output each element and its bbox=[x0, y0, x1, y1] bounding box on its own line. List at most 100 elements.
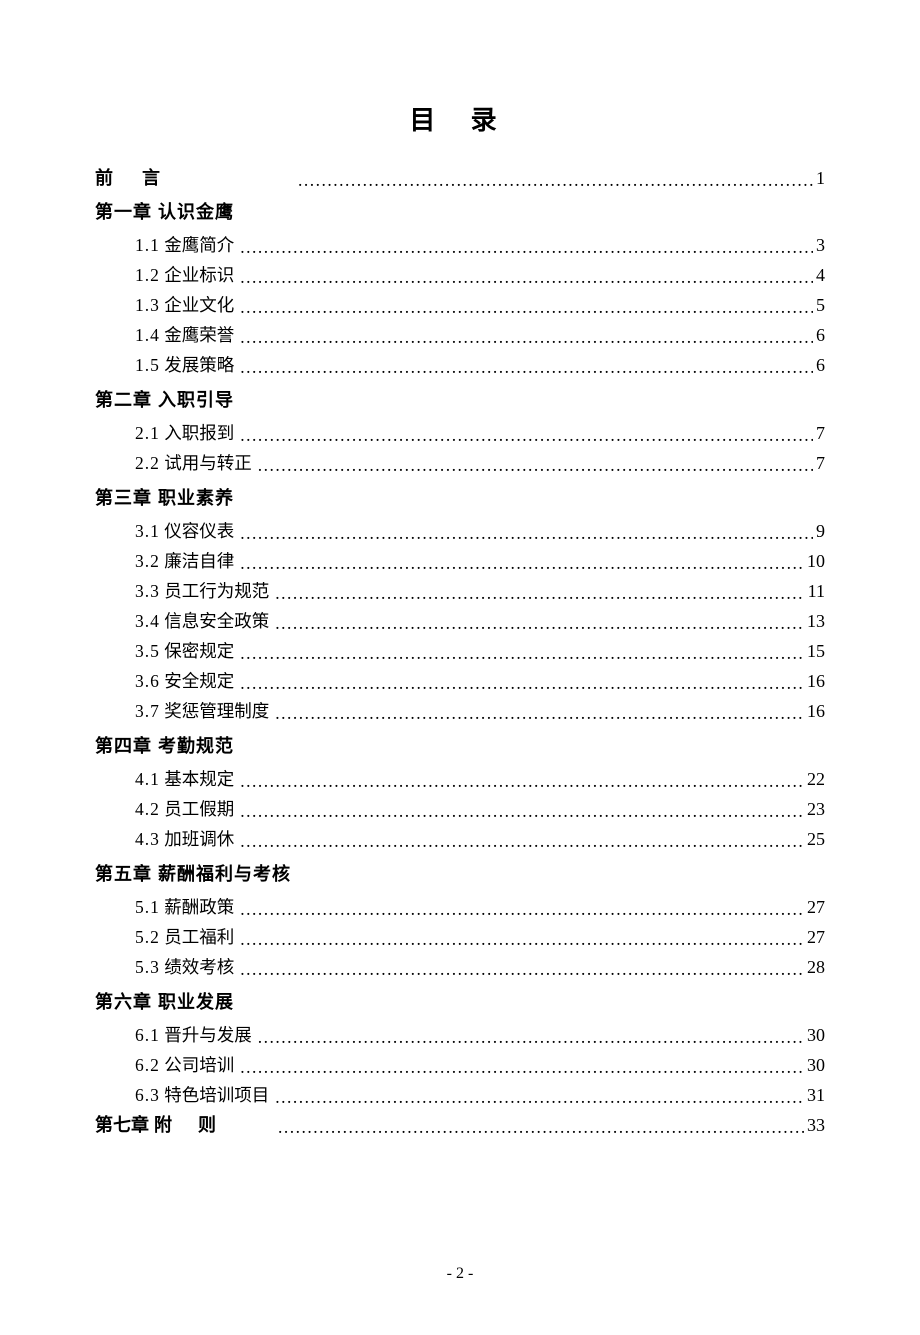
dot-leader bbox=[234, 773, 804, 791]
toc-section-row: 3.7 奖惩管理制度 16 bbox=[95, 702, 825, 721]
toc-section-row: 3.1 仪容仪表 9 bbox=[95, 522, 825, 541]
toc-section-row: 1.3 企业文化 5 bbox=[95, 296, 825, 315]
section-number: 5.3 bbox=[135, 957, 160, 977]
toc-preface-row: 前 言 1 bbox=[95, 169, 825, 188]
toc-section-row: 4.2 员工假期23 bbox=[95, 800, 825, 819]
section-label: 3.1 仪容仪表 bbox=[95, 523, 234, 541]
section-number: 1.2 bbox=[135, 265, 160, 285]
section-number: 5.1 bbox=[135, 897, 160, 917]
section-label: 4.3 加班调休 bbox=[95, 831, 234, 849]
toc-section-row: 2.2 试用与转正7 bbox=[95, 454, 825, 473]
toc-section-row: 3.6 安全规定16 bbox=[95, 672, 825, 691]
dot-leader bbox=[234, 329, 813, 347]
section-page: 6 bbox=[813, 326, 825, 344]
section-title: 金鹰简介 bbox=[164, 235, 234, 255]
dot-leader bbox=[234, 675, 804, 693]
section-page: 6 bbox=[813, 356, 825, 374]
section-number: 3.7 bbox=[135, 701, 160, 721]
section-page: 25 bbox=[804, 830, 825, 848]
section-title: 信息安全政策 bbox=[164, 611, 269, 631]
section-page: 13 bbox=[804, 612, 825, 630]
section-page: 4 bbox=[813, 266, 825, 284]
section-number: 6.2 bbox=[135, 1055, 160, 1075]
toc-section-row: 5.2 员工福利 27 bbox=[95, 928, 825, 947]
section-label: 3.5 保密规定 bbox=[95, 643, 234, 661]
section-label: 5.2 员工福利 bbox=[95, 929, 234, 947]
dot-leader bbox=[269, 585, 804, 603]
dot-leader bbox=[234, 427, 813, 445]
section-label: 3.3 员工行为规范 bbox=[95, 583, 269, 601]
chapter-heading: 第五章 薪酬福利与考核 bbox=[95, 860, 825, 886]
dot-leader bbox=[234, 239, 813, 257]
section-title: 薪酬政策 bbox=[164, 897, 234, 917]
section-label: 1.2 企业标识 bbox=[95, 267, 234, 285]
toc-section-row: 3.3 员工行为规范 11 bbox=[95, 582, 825, 601]
dot-leader bbox=[234, 645, 804, 663]
section-number: 6.1 bbox=[135, 1025, 160, 1045]
section-number: 1.4 bbox=[135, 325, 160, 345]
dot-leader bbox=[234, 269, 813, 287]
section-title: 特色培训项目 bbox=[164, 1085, 269, 1105]
section-label: 3.7 奖惩管理制度 bbox=[95, 703, 269, 721]
section-page: 9 bbox=[813, 522, 825, 540]
toc-section-row: 3.2 廉洁自律10 bbox=[95, 552, 825, 571]
dot-leader bbox=[234, 299, 813, 317]
toc-section-row: 5.1 薪酬政策 27 bbox=[95, 898, 825, 917]
section-label: 4.2 员工假期 bbox=[95, 801, 234, 819]
section-number: 1.1 bbox=[135, 235, 160, 255]
section-label: 3.6 安全规定 bbox=[95, 673, 234, 691]
chapter-heading: 第六章 职业发展 bbox=[95, 988, 825, 1014]
section-label: 6.2 公司培训 bbox=[95, 1057, 234, 1075]
dot-leader bbox=[234, 555, 804, 573]
section-label: 6.1 晋升与发展 bbox=[95, 1027, 252, 1045]
section-title: 加班调休 bbox=[164, 829, 234, 849]
appendix-page: 33 bbox=[804, 1116, 825, 1134]
section-number: 2.2 bbox=[135, 453, 160, 473]
toc-section-row: 2.1 入职报到7 bbox=[95, 424, 825, 443]
section-page: 30 bbox=[804, 1026, 825, 1044]
section-label: 1.4 金鹰荣誉 bbox=[95, 327, 234, 345]
section-page: 11 bbox=[805, 582, 825, 600]
dot-leader bbox=[234, 901, 804, 919]
section-label: 6.3 特色培训项目 bbox=[95, 1087, 269, 1105]
section-page: 16 bbox=[804, 702, 825, 720]
chapters-container: 第一章 认识金鹰1.1 金鹰简介31.2 企业标识41.3 企业文化51.4 金… bbox=[95, 198, 825, 1105]
toc-section-row: 5.3 绩效考核 28 bbox=[95, 958, 825, 977]
table-of-contents: 前 言 1 第一章 认识金鹰1.1 金鹰简介31.2 企业标识41.3 企业文化… bbox=[95, 169, 825, 1134]
section-page: 30 bbox=[804, 1056, 825, 1074]
toc-section-row: 3.5 保密规定15 bbox=[95, 642, 825, 661]
section-page: 10 bbox=[804, 552, 825, 570]
dot-leader bbox=[252, 1029, 804, 1047]
toc-section-row: 6.1 晋升与发展 30 bbox=[95, 1026, 825, 1045]
section-label: 3.4 信息安全政策 bbox=[95, 613, 269, 631]
section-number: 4.2 bbox=[135, 799, 160, 819]
section-label: 5.3 绩效考核 bbox=[95, 959, 234, 977]
section-page: 3 bbox=[813, 236, 825, 254]
dot-leader bbox=[234, 1059, 804, 1077]
dot-leader bbox=[234, 803, 804, 821]
section-title: 员工福利 bbox=[164, 927, 234, 947]
section-title: 公司培训 bbox=[164, 1055, 234, 1075]
section-title: 企业标识 bbox=[164, 265, 234, 285]
section-title: 基本规定 bbox=[164, 769, 234, 789]
section-title: 晋升与发展 bbox=[164, 1025, 252, 1045]
dot-leader bbox=[252, 457, 813, 475]
toc-section-row: 1.5 发展策略6 bbox=[95, 356, 825, 375]
section-page: 27 bbox=[804, 928, 825, 946]
section-title: 仪容仪表 bbox=[164, 521, 234, 541]
toc-section-row: 6.2 公司培训 30 bbox=[95, 1056, 825, 1075]
section-title: 试用与转正 bbox=[164, 453, 252, 473]
section-title: 廉洁自律 bbox=[164, 551, 234, 571]
preface-page: 1 bbox=[813, 169, 825, 187]
section-label: 1.3 企业文化 bbox=[95, 297, 234, 315]
toc-section-row: 1.4 金鹰荣誉 6 bbox=[95, 326, 825, 345]
section-page: 5 bbox=[813, 296, 825, 314]
section-label: 4.1 基本规定 bbox=[95, 771, 234, 789]
dot-leader bbox=[269, 1089, 804, 1107]
section-title: 金鹰荣誉 bbox=[164, 325, 234, 345]
section-page: 28 bbox=[804, 958, 825, 976]
section-page: 27 bbox=[804, 898, 825, 916]
page-footer: - 2 - bbox=[0, 1265, 920, 1283]
section-number: 3.6 bbox=[135, 671, 160, 691]
dot-leader bbox=[269, 705, 804, 723]
